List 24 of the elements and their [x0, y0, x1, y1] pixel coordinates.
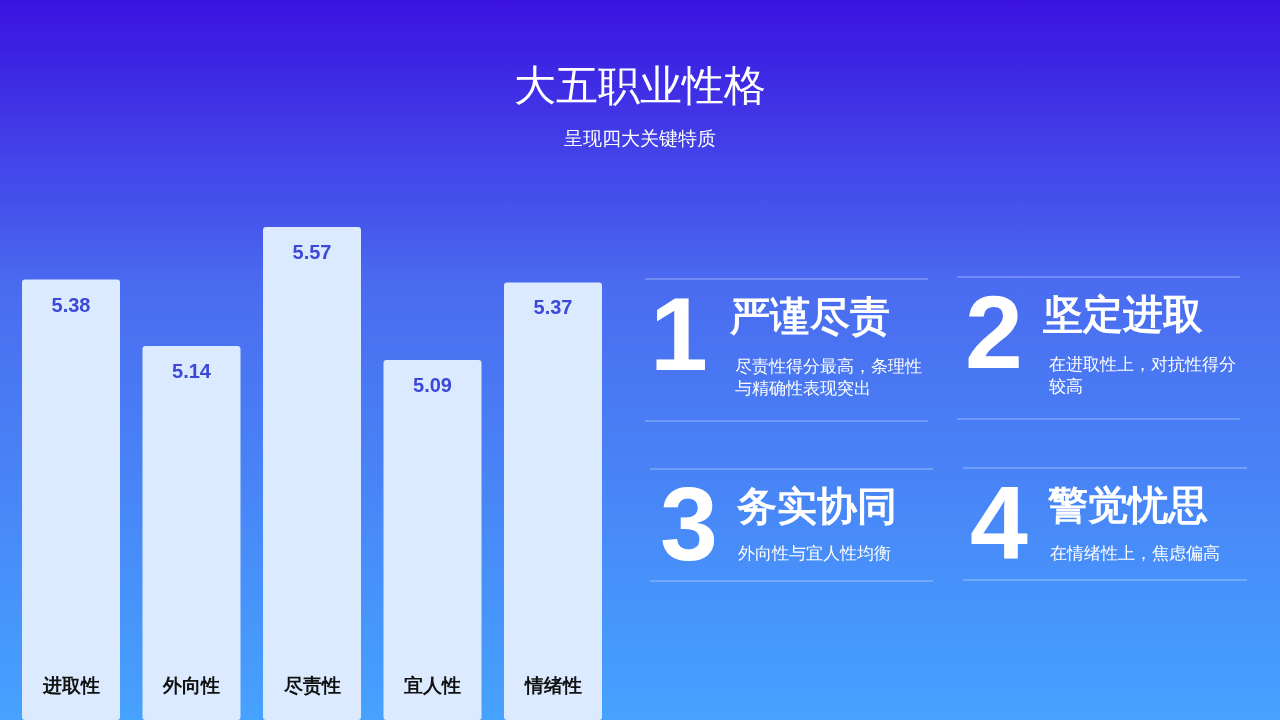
text: 警觉忧思 — [1048, 481, 1208, 529]
text: 在进取性上，对抗性得分较高 — [1049, 353, 1237, 397]
data-label: 5.38 — [51, 293, 91, 316]
data-label: 5.37 — [533, 296, 573, 319]
x-tick-label: 宜人性 — [404, 674, 461, 696]
text: 外向性与宜人性均衡 — [738, 542, 892, 564]
chart-title: 大五职业性格 — [513, 60, 767, 112]
data-label: 5.09 — [413, 373, 452, 396]
text: 4 — [970, 464, 1028, 583]
text: 尽责性得分最高，条理性与精确性表现突出 — [735, 355, 923, 399]
text: 2 — [965, 273, 1023, 392]
data-label: 5.14 — [172, 360, 212, 383]
text: 严谨尽责 — [730, 292, 890, 340]
chart-subtitle: 呈现四大关键特质 — [563, 126, 717, 151]
x-tick-label: 情绪性 — [523, 674, 582, 696]
text: 务实协同 — [737, 482, 897, 530]
text: 1 — [650, 275, 708, 394]
text: 坚定进取 — [1043, 290, 1203, 338]
data-label: 5.57 — [292, 241, 332, 263]
x-tick-label: 进取性 — [41, 674, 100, 696]
x-tick-label: 尽责性 — [282, 674, 341, 696]
x-tick-label: 外向性 — [162, 674, 220, 696]
text: 3 — [660, 465, 718, 584]
text: 在情绪性上，焦虑偏高 — [1050, 542, 1221, 564]
